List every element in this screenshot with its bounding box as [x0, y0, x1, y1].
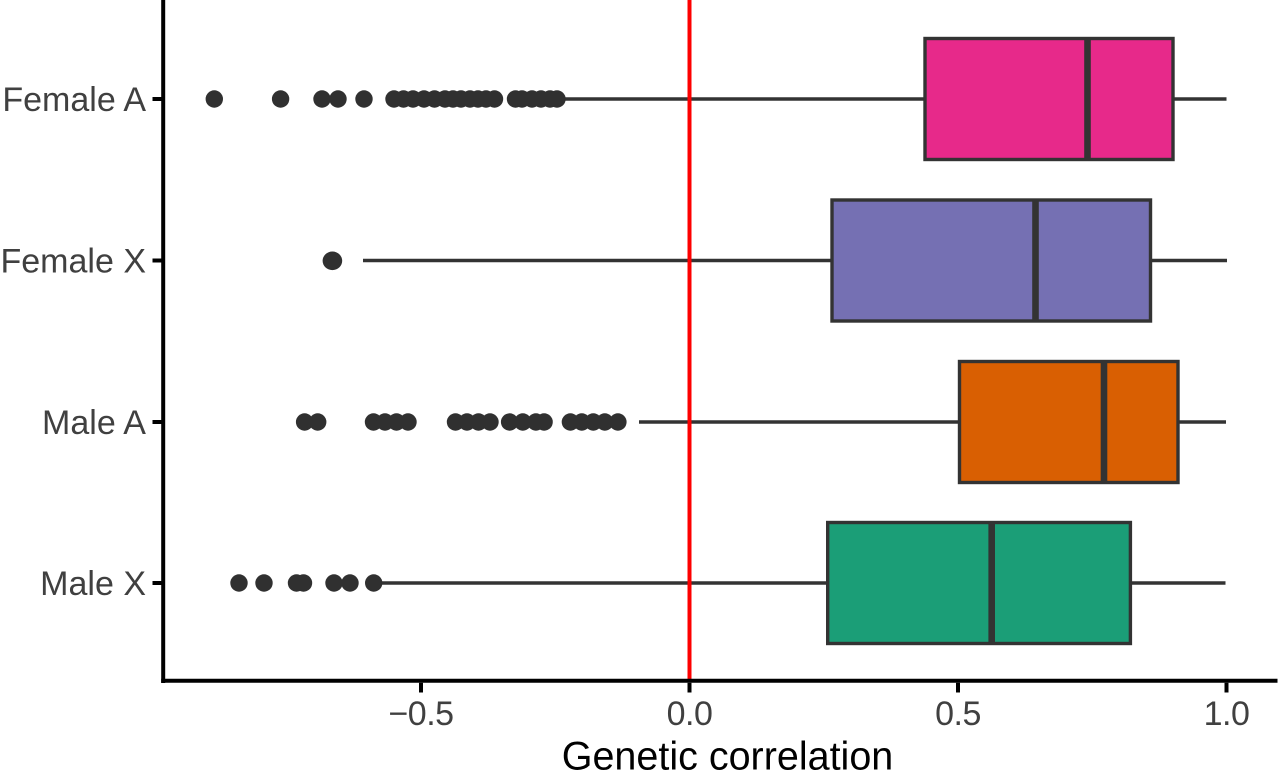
svg-text:0.5: 0.5	[935, 695, 981, 733]
svg-text:1.0: 1.0	[1204, 695, 1250, 733]
svg-text:Female X: Female X	[1, 243, 147, 281]
svg-text:0.0: 0.0	[667, 695, 713, 733]
svg-text:Genetic correlation: Genetic correlation	[562, 735, 894, 776]
svg-text:Male A: Male A	[42, 404, 146, 442]
svg-text:Male X: Male X	[40, 565, 146, 603]
svg-text:Female A: Female A	[2, 81, 146, 119]
svg-text:−0.5: −0.5	[388, 695, 453, 733]
